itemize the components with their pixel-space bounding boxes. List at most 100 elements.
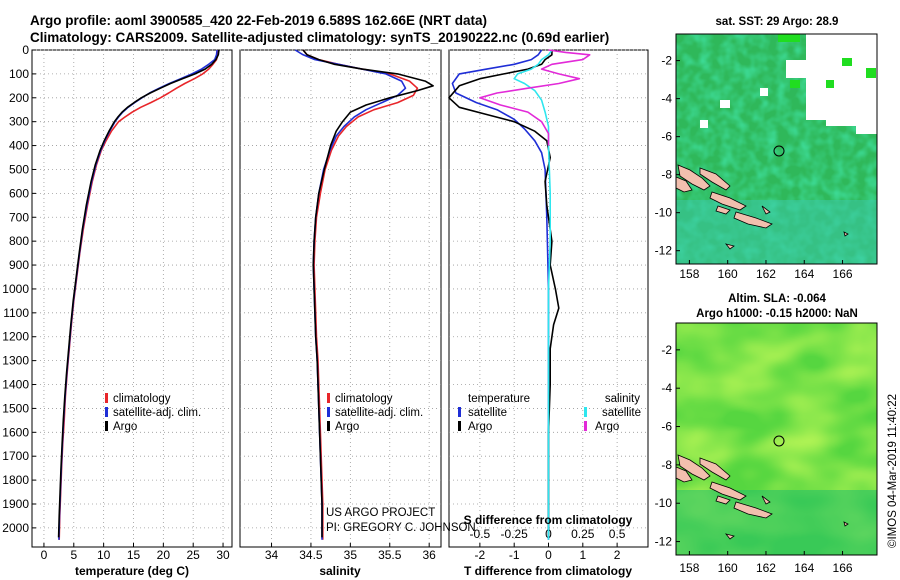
difference-s-axis-ticks: -0.5 -0.25 0 0.25 0.5 bbox=[470, 527, 626, 541]
x-tick-label: 35.5 bbox=[378, 548, 402, 562]
map-x-tick-label: 162 bbox=[756, 267, 776, 281]
sst-map-ticks: 158 160 162 164 166 -2 -4 -6 -8 -10 -12 bbox=[655, 54, 853, 281]
map-y-tick-label: -6 bbox=[661, 420, 672, 434]
map-y-tick-label: -2 bbox=[661, 54, 672, 68]
figure-title-line2: Climatology: CARS2009. Satellite-adjuste… bbox=[30, 30, 609, 45]
legend-swatch-t-argo bbox=[458, 421, 461, 431]
x-tick-label: 25 bbox=[187, 548, 201, 562]
sst-map-field bbox=[676, 34, 877, 264]
difference-legend-temperature: temperature satellite Argo bbox=[458, 393, 530, 433]
legend-title-temperature: temperature bbox=[468, 393, 530, 405]
salinity-profiles bbox=[294, 49, 434, 540]
y-tick-label: 1600 bbox=[2, 425, 29, 439]
salinity-legend: climatology satellite-adj. clim. Argo bbox=[327, 393, 423, 433]
sst-map-title: sat. SST: 29 Argo: 28.9 bbox=[716, 16, 839, 28]
series-t-satellite bbox=[451, 49, 550, 540]
y-tick-label: 0 bbox=[22, 43, 29, 57]
x-tick-label: 30 bbox=[216, 548, 230, 562]
map-y-tick-label: -4 bbox=[661, 381, 672, 395]
sla-map-ticks: 158 160 162 164 166 -2 -4 -6 -8 -10 -12 bbox=[655, 343, 853, 575]
y-tick-label: 1800 bbox=[2, 473, 29, 487]
temperature-xlabel: temperature (deg C) bbox=[75, 564, 189, 578]
legend-label-t-argo: Argo bbox=[468, 421, 492, 433]
x-tick-label: 36 bbox=[422, 548, 436, 562]
legend-swatch-climatology bbox=[105, 393, 108, 403]
x-tick-label: -2 bbox=[475, 548, 486, 562]
sst-float-marker bbox=[773, 145, 785, 157]
y-tick-label: 300 bbox=[9, 115, 29, 129]
x-tick-label: 20 bbox=[157, 548, 171, 562]
legend-swatch-satellite bbox=[327, 407, 330, 417]
temperature-axis-ticks: 0 5 10 15 20 25 30 bbox=[41, 543, 230, 562]
x-tick-label: 34 bbox=[265, 548, 279, 562]
map-x-tick-label: 158 bbox=[679, 561, 699, 575]
y-tick-label: 800 bbox=[9, 234, 29, 248]
legend-swatch-s-satellite bbox=[584, 407, 587, 417]
salinity-axis-ticks: 34 34.5 35 35.5 36 bbox=[265, 543, 436, 562]
salinity-xlabel: salinity bbox=[319, 564, 361, 578]
legend-label-satellite: satellite-adj. clim. bbox=[113, 407, 201, 419]
map-y-tick-label: -12 bbox=[655, 244, 673, 258]
series-argo bbox=[57, 49, 220, 538]
x-tick-label-s: -0.25 bbox=[501, 527, 529, 541]
y-tick-label: 700 bbox=[9, 210, 29, 224]
depth-axis-ticks: 0 100 200 300 400 500 600 700 800 900 1000 1100 1200… bbox=[2, 43, 36, 535]
legend-label-argo: Argo bbox=[335, 421, 359, 433]
y-tick-label: 1000 bbox=[2, 282, 29, 296]
y-tick-label: 1900 bbox=[2, 497, 29, 511]
legend-swatch-satellite bbox=[105, 407, 108, 417]
y-tick-label: 1100 bbox=[3, 306, 29, 320]
y-tick-label: 1300 bbox=[2, 354, 29, 368]
difference-xlabel: T difference from climatology bbox=[464, 564, 632, 578]
map-y-tick-label: -12 bbox=[655, 535, 673, 549]
difference-top-label: S difference from climatology bbox=[464, 513, 633, 527]
credit-pi: PI: GREGORY C. JOHNSON bbox=[326, 522, 476, 534]
map-x-tick-label: 166 bbox=[833, 267, 853, 281]
x-tick-label: 0 bbox=[545, 548, 552, 562]
y-tick-label: 1500 bbox=[2, 401, 29, 415]
y-tick-label: 500 bbox=[9, 162, 29, 176]
sst-missing-data bbox=[700, 34, 877, 134]
legend-label-climatology: climatology bbox=[113, 393, 171, 405]
map-x-tick-label: 164 bbox=[794, 267, 814, 281]
sst-warm-patches bbox=[778, 34, 876, 88]
difference-axis-ticks: -2 -1 0 1 2 bbox=[475, 543, 621, 562]
legend-title-salinity: salinity bbox=[605, 393, 640, 405]
sla-float-marker bbox=[773, 435, 785, 447]
difference-legend-salinity: salinity satellite Argo bbox=[584, 393, 641, 433]
y-tick-label: 900 bbox=[9, 258, 29, 272]
map-x-tick-label: 160 bbox=[718, 561, 738, 575]
imos-watermark: ©IMOS 04-Mar-2019 11:40:22 bbox=[887, 394, 899, 548]
map-y-tick-label: -10 bbox=[655, 496, 673, 510]
map-y-tick-label: -4 bbox=[661, 92, 672, 106]
sla-map-frame bbox=[675, 322, 878, 556]
temperature-grid bbox=[32, 49, 232, 547]
map-x-tick-label: 164 bbox=[794, 561, 814, 575]
legend-label-t-satellite: satellite bbox=[468, 407, 507, 419]
map-y-tick-label: -8 bbox=[661, 168, 672, 182]
legend-swatch-argo bbox=[327, 421, 330, 431]
x-tick-label: 1 bbox=[579, 548, 586, 562]
sla-land bbox=[676, 454, 849, 540]
x-tick-label: 2 bbox=[614, 548, 621, 562]
legend-swatch-climatology bbox=[327, 393, 330, 403]
y-tick-label: 1700 bbox=[2, 449, 29, 463]
map-y-tick-label: -8 bbox=[661, 458, 672, 472]
x-tick-label: 5 bbox=[70, 548, 77, 562]
figure-title-line1: Argo profile: aoml 3900585_420 22-Feb-20… bbox=[30, 13, 487, 28]
legend-label-s-argo: Argo bbox=[595, 421, 619, 433]
x-tick-label: 35 bbox=[344, 548, 358, 562]
series-s-argo bbox=[479, 49, 591, 146]
map-y-tick-label: -10 bbox=[655, 206, 673, 220]
x-tick-label: 10 bbox=[97, 548, 111, 562]
legend-label-argo: Argo bbox=[113, 421, 137, 433]
x-tick-label: -1 bbox=[509, 548, 520, 562]
x-tick-label-s: -0.5 bbox=[470, 527, 491, 541]
x-tick-label: 15 bbox=[127, 548, 141, 562]
series-t-argo bbox=[448, 50, 560, 538]
map-x-tick-label: 166 bbox=[833, 561, 853, 575]
salinity-grid bbox=[240, 49, 441, 547]
y-tick-label: 200 bbox=[9, 91, 29, 105]
map-x-tick-label: 160 bbox=[718, 267, 738, 281]
